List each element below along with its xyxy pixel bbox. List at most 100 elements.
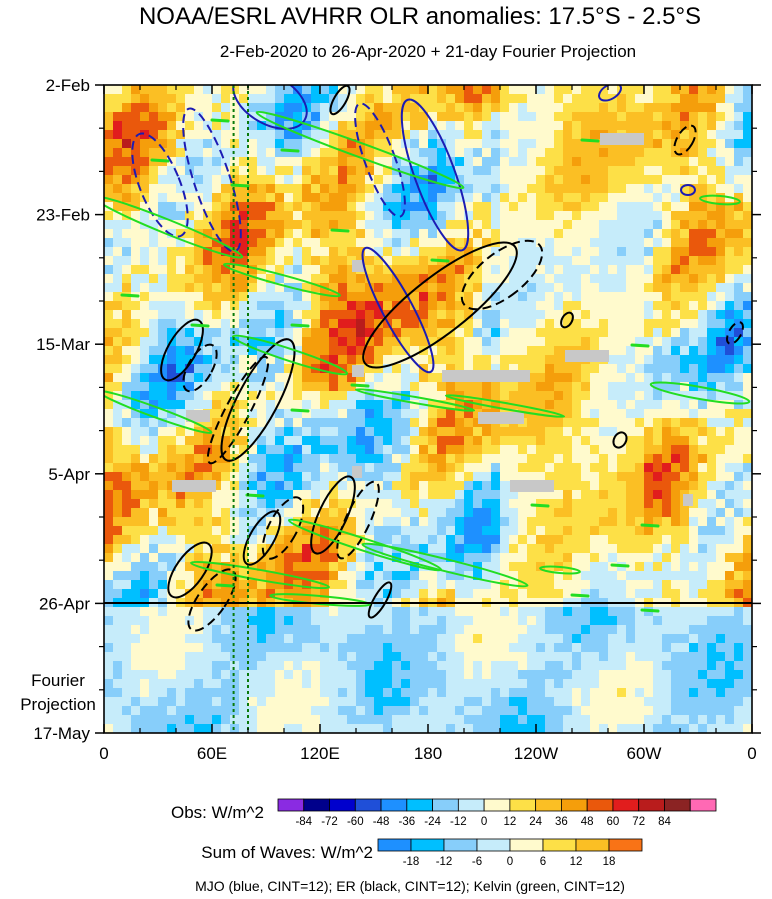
field-cell [527,301,537,311]
field-cell [131,625,141,635]
field-cell [662,463,672,473]
field-cell [140,265,150,275]
field-cell [572,382,582,392]
field-cell [527,562,537,572]
field-cell [302,175,312,185]
field-cell [653,481,663,491]
field-cell [140,112,150,122]
field-cell [644,139,654,149]
field-cell [428,148,438,158]
field-cell [104,490,114,500]
field-cell [428,580,438,590]
field-cell [689,679,699,689]
field-cell [176,247,186,257]
field-cell [113,283,123,293]
field-cell [365,589,375,599]
field-cell [149,292,159,302]
field-cell [626,337,636,347]
field-cell [221,643,231,653]
field-cell [716,679,726,689]
field-cell [500,634,510,644]
field-cell [428,535,438,545]
field-cell [410,535,420,545]
field-cell [401,364,411,374]
field-cell [500,148,510,158]
field-cell [203,148,213,158]
field-cell [662,193,672,203]
field-cell [464,643,474,653]
field-cell [239,652,249,662]
field-cell [401,130,411,140]
field-cell [482,328,492,338]
field-cell [725,661,735,671]
field-cell [185,526,195,536]
field-cell [563,220,573,230]
field-cell [446,202,456,212]
field-cell [320,526,330,536]
field-cell [437,112,447,122]
field-cell [698,607,708,617]
field-cell [383,544,393,554]
field-cell [122,256,132,266]
field-cell [302,454,312,464]
field-cell [347,553,357,563]
field-cell [707,553,717,563]
field-cell [644,544,654,554]
field-cell [734,193,744,203]
field-cell [383,409,393,419]
field-cell [653,373,663,383]
field-cell [212,211,222,221]
field-cell [383,427,393,437]
field-cell [563,607,573,617]
field-cell [680,247,690,257]
field-cell [293,337,303,347]
field-cell [617,301,627,311]
field-cell [275,535,285,545]
field-cell [509,211,519,221]
field-cell [662,229,672,239]
field-cell [743,418,752,428]
field-cell [338,193,348,203]
field-cell [581,400,591,410]
field-cell [248,211,258,221]
field-cell [635,427,645,437]
field-cell [401,256,411,266]
field-cell [383,445,393,455]
field-cell [230,202,240,212]
field-cell [707,454,717,464]
field-cell [383,346,393,356]
field-cell [599,580,609,590]
field-cell [563,193,573,203]
field-cell [698,130,708,140]
field-cell [455,553,465,563]
field-cell [293,247,303,257]
field-cell [491,445,501,455]
field-cell [131,94,141,104]
field-cell [158,274,168,284]
field-cell [419,472,429,482]
field-cell [527,175,537,185]
field-cell [401,112,411,122]
field-cell [653,157,663,167]
field-cell [140,481,150,491]
field-cell [419,265,429,275]
field-cell [554,445,564,455]
field-cell [194,418,204,428]
field-cell [464,544,474,554]
field-cell [527,364,537,374]
field-cell [473,220,483,230]
field-cell [104,454,114,464]
field-cell [338,184,348,194]
field-cell [581,94,591,104]
field-cell [635,652,645,662]
field-cell [185,94,195,104]
field-cell [401,418,411,428]
field-cell [743,625,752,635]
field-cell [212,400,222,410]
field-cell [428,544,438,554]
field-cell [302,625,312,635]
field-cell [500,211,510,221]
field-cell [599,616,609,626]
field-cell [194,454,204,464]
field-cell [716,175,726,185]
